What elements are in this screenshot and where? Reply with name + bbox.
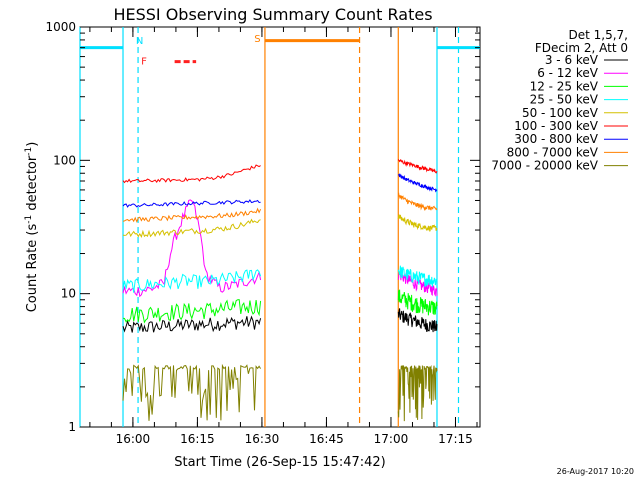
legend-label-1: 6 - 12 keV [537,66,599,80]
legend-label-5: 100 - 300 keV [514,119,598,133]
legend-label-4: 50 - 100 keV [522,106,599,120]
series-line-8-a [122,363,262,421]
y-axis-label: Count Rate (s-1 detector-1) [24,142,40,313]
series-line-0-b [397,308,438,333]
series-line-2-a [122,299,262,324]
y-tick-label-2: 100 [53,153,76,167]
x-axis-label: Start Time (26-Sep-15 15:47:42) [174,455,385,470]
legend-label-3: 25 - 50 keV [530,93,599,107]
x-tick-label-2: 16:30 [245,432,280,446]
y-tick-label-0: 1 [68,420,76,434]
legend-label-8: 7000 - 20000 keV [491,159,598,173]
legend-label-0: 3 - 6 keV [545,53,599,67]
x-tick-label-1: 16:15 [180,432,215,446]
series-line-4-b [397,214,438,232]
flag-label-N: N [136,36,143,47]
series-lines [122,158,438,422]
series-line-0-a [122,315,262,333]
series-line-4-a [122,218,261,238]
series-line-2-b [397,289,438,316]
x-tick-label-5: 17:15 [438,432,473,446]
y-tick-label-1: 10 [61,287,76,301]
series-line-3-b [397,265,438,288]
x-tick-label-4: 17:00 [374,432,409,446]
chart-title: HESSI Observing Summary Count Rates [113,5,432,24]
flag-label-S: S [254,34,260,45]
series-line-8-b [397,365,438,422]
series-line-5-b [397,158,438,174]
footer-date: 26-Aug-2017 10:20 [557,467,634,476]
series-line-7-b [397,192,438,212]
x-tick-label-0: 16:00 [116,432,151,446]
legend-header-line-2: FDecim 2, Att 0 [535,41,628,55]
flag-bars: NF S [80,34,480,68]
legend-label-2: 12 - 25 keV [530,79,599,93]
series-line-3-a [122,269,262,293]
x-tick-label-3: 16:45 [309,432,344,446]
axes: 1 10 100 1000 16:00 16:15 16:30 16:45 17:00 17:15 [45,20,480,446]
y-tick-label-3: 1000 [45,20,76,34]
series-line-6-a [122,199,261,208]
series-line-6-b [397,172,438,193]
series-line-1-a [122,199,262,298]
legend-label-7: 800 - 7000 keV [507,145,599,159]
flag-label-F: F [141,57,147,68]
legend-header-line-1: Det 1,5,7, [569,28,629,42]
series-line-5-a [122,164,261,184]
series-line-7-a [122,207,262,223]
vertical-markers [79,27,460,427]
legend-label-6: 300 - 800 keV [514,132,598,146]
